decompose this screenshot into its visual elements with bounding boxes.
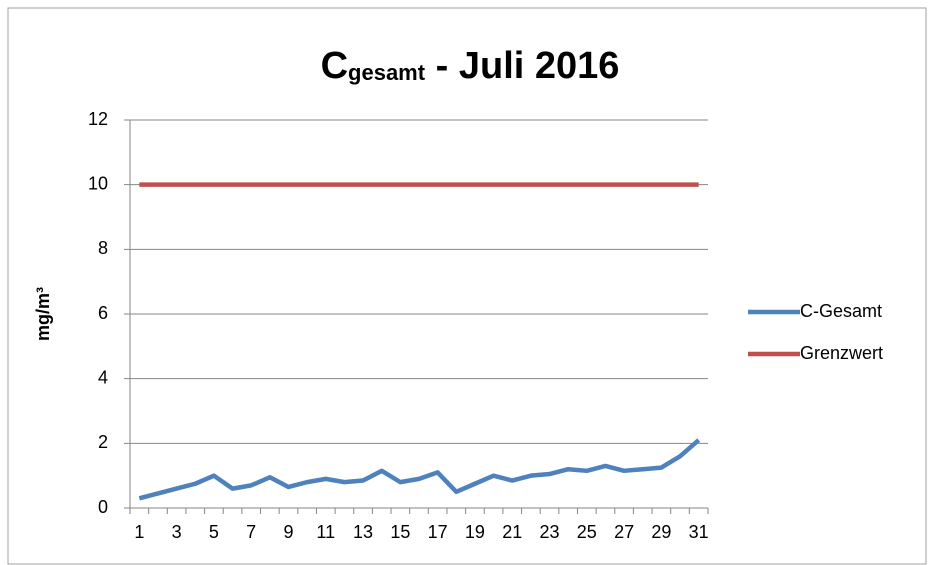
y-axis-label: mg/m³ <box>33 287 53 341</box>
chart-border <box>7 7 927 565</box>
x-tick-label: 3 <box>172 522 182 542</box>
x-tick-label: 13 <box>353 522 373 542</box>
y-tick-label: 2 <box>98 432 108 452</box>
x-tick-label: 23 <box>540 522 560 542</box>
series-line <box>138 438 701 501</box>
y-tick-label: 6 <box>98 303 108 323</box>
x-tick-label: 27 <box>614 522 634 542</box>
y-tick-label: 8 <box>98 238 108 258</box>
x-tick-label: 7 <box>246 522 256 542</box>
x-tick-label: 11 <box>316 522 335 542</box>
x-tick-label: 29 <box>651 522 671 542</box>
legend-label: C-Gesamt <box>800 301 882 321</box>
x-tick-label: 1 <box>134 522 144 542</box>
x-tick-label: 17 <box>428 522 448 542</box>
y-tick-label: 10 <box>88 173 108 193</box>
x-tick-label: 15 <box>390 522 410 542</box>
x-tick-label: 21 <box>502 522 522 542</box>
x-tick-label: 19 <box>465 522 485 542</box>
x-tick-label: 9 <box>283 522 293 542</box>
x-tick-label: 31 <box>689 522 709 542</box>
x-tick-label: 25 <box>577 522 597 542</box>
y-tick-label: 0 <box>98 497 108 517</box>
legend-label: Grenzwert <box>800 343 883 363</box>
y-tick-label: 4 <box>98 367 108 387</box>
x-tick-label: 5 <box>209 522 219 542</box>
y-tick-label: 12 <box>88 109 108 129</box>
chart-title: Cgesamt - Juli 2016 <box>321 45 620 87</box>
